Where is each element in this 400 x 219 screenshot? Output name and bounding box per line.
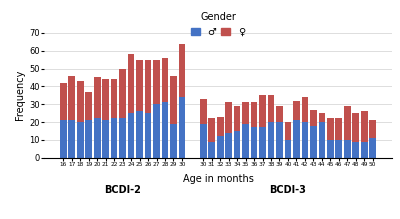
Bar: [327, 140, 334, 158]
Bar: [352, 113, 359, 142]
Bar: [327, 118, 334, 140]
Bar: [217, 117, 224, 136]
Bar: [361, 142, 368, 158]
Legend: ♂, ♀: ♂, ♀: [189, 10, 247, 39]
Bar: [77, 122, 84, 158]
Bar: [85, 92, 92, 120]
Bar: [68, 76, 75, 120]
Bar: [352, 142, 359, 158]
Bar: [234, 131, 240, 158]
Bar: [94, 118, 100, 158]
Bar: [170, 124, 177, 158]
Bar: [318, 113, 325, 122]
Bar: [60, 120, 67, 158]
Bar: [119, 118, 126, 158]
Bar: [284, 122, 291, 140]
Bar: [136, 60, 143, 111]
Bar: [128, 54, 134, 113]
Bar: [208, 118, 215, 142]
Bar: [251, 127, 258, 158]
Bar: [369, 138, 376, 158]
Bar: [153, 104, 160, 158]
Bar: [128, 113, 134, 158]
Bar: [268, 122, 274, 158]
Bar: [111, 79, 118, 118]
Bar: [293, 120, 300, 158]
Text: Age in months: Age in months: [182, 174, 254, 184]
Bar: [85, 120, 92, 158]
Text: BCDI-2: BCDI-2: [104, 185, 141, 195]
Bar: [276, 106, 283, 122]
Bar: [200, 124, 206, 158]
Bar: [284, 140, 291, 158]
Bar: [344, 106, 351, 140]
Bar: [145, 113, 152, 158]
Bar: [208, 142, 215, 158]
Bar: [60, 83, 67, 120]
Bar: [200, 99, 206, 124]
Bar: [119, 69, 126, 118]
Bar: [153, 60, 160, 104]
Bar: [344, 140, 351, 158]
Bar: [310, 125, 317, 158]
Bar: [302, 97, 308, 122]
Bar: [276, 122, 283, 158]
Bar: [361, 111, 368, 142]
Bar: [102, 79, 109, 120]
Bar: [217, 136, 224, 158]
Bar: [242, 102, 249, 124]
Bar: [336, 118, 342, 140]
Bar: [145, 60, 152, 113]
Bar: [310, 110, 317, 125]
Bar: [251, 102, 258, 127]
Bar: [259, 95, 266, 127]
Bar: [170, 76, 177, 124]
Bar: [77, 81, 84, 122]
Bar: [369, 120, 376, 138]
Bar: [234, 106, 240, 131]
Bar: [225, 102, 232, 133]
Bar: [68, 120, 75, 158]
Bar: [178, 44, 185, 97]
Bar: [162, 102, 168, 158]
Bar: [336, 140, 342, 158]
Bar: [318, 122, 325, 158]
Bar: [94, 78, 100, 118]
Bar: [242, 124, 249, 158]
Bar: [178, 97, 185, 158]
Bar: [293, 101, 300, 120]
Y-axis label: Frequency: Frequency: [15, 70, 25, 120]
Bar: [136, 111, 143, 158]
Bar: [225, 133, 232, 158]
Bar: [111, 118, 118, 158]
Bar: [259, 127, 266, 158]
Bar: [302, 122, 308, 158]
Bar: [162, 58, 168, 102]
Bar: [102, 120, 109, 158]
Bar: [268, 95, 274, 122]
Text: BCDI-3: BCDI-3: [270, 185, 306, 195]
